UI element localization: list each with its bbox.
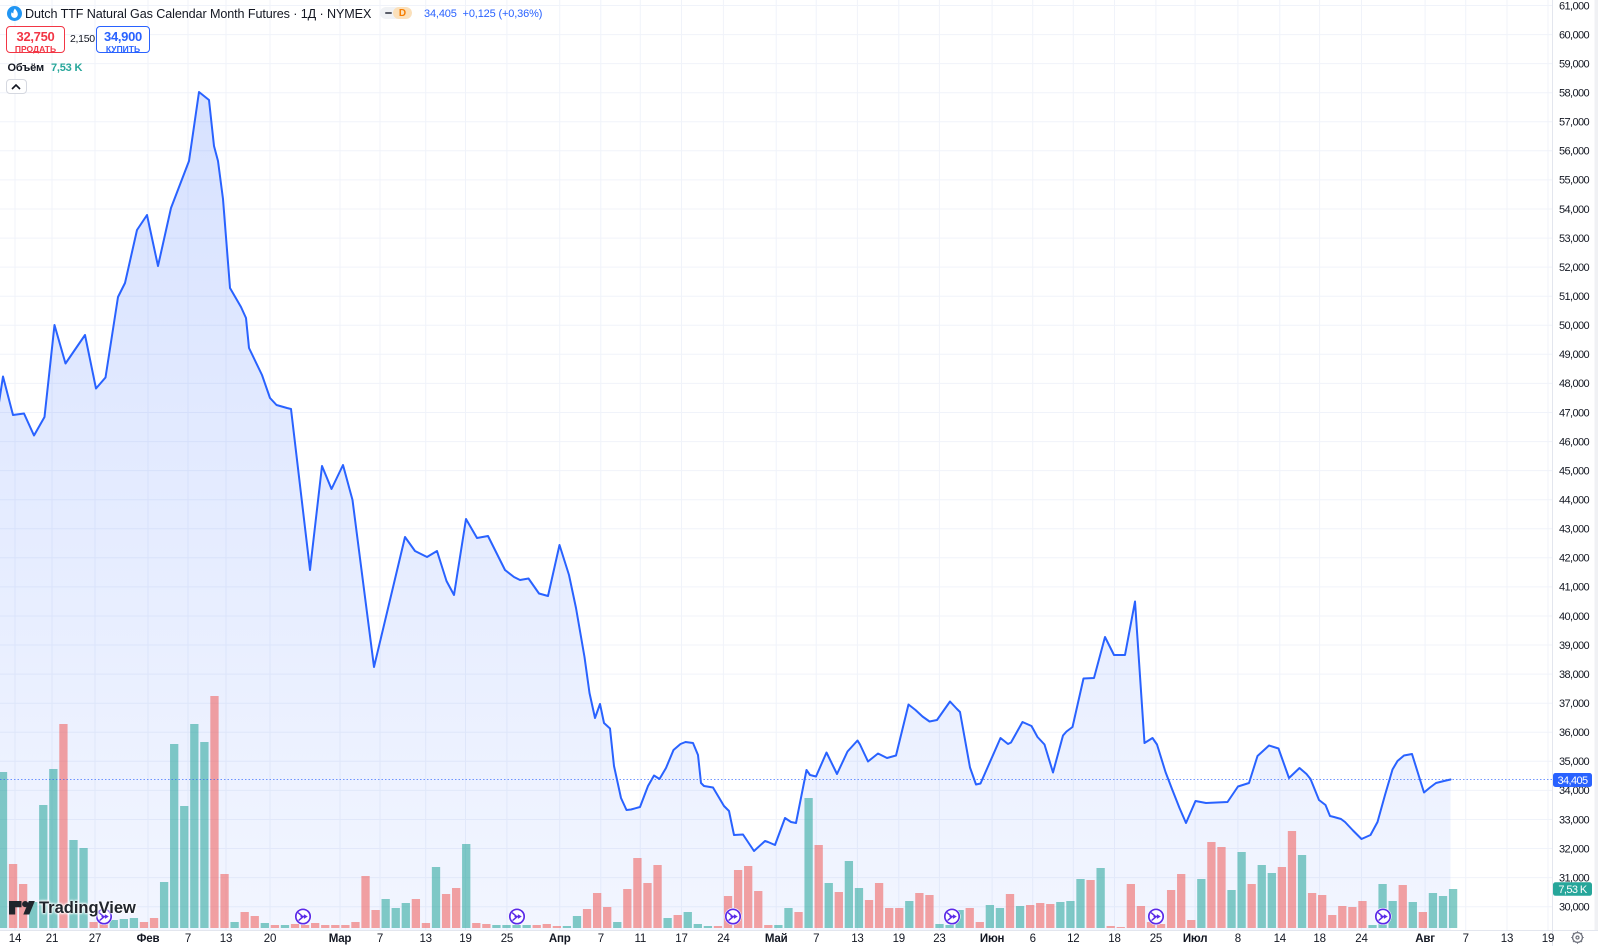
- svg-text:42,000: 42,000: [1559, 553, 1590, 565]
- svg-text:27: 27: [89, 933, 101, 945]
- svg-text:7,53 K: 7,53 K: [1558, 884, 1587, 896]
- svg-text:40,000: 40,000: [1559, 611, 1590, 623]
- svg-text:47,000: 47,000: [1559, 407, 1590, 419]
- svg-text:7: 7: [598, 933, 604, 945]
- svg-text:55,000: 55,000: [1559, 175, 1590, 187]
- svg-text:11: 11: [635, 933, 647, 945]
- svg-text:13: 13: [1501, 933, 1513, 945]
- svg-text:46,000: 46,000: [1559, 436, 1590, 448]
- svg-text:23: 23: [933, 933, 945, 945]
- svg-text:32,000: 32,000: [1559, 843, 1590, 855]
- svg-text:57,000: 57,000: [1559, 117, 1590, 129]
- svg-text:Мар: Мар: [329, 933, 352, 945]
- svg-text:21: 21: [46, 933, 58, 945]
- svg-text:35,000: 35,000: [1559, 756, 1590, 768]
- svg-text:14: 14: [1274, 933, 1287, 945]
- svg-text:Июн: Июн: [980, 933, 1005, 945]
- svg-text:56,000: 56,000: [1559, 146, 1590, 158]
- svg-text:36,000: 36,000: [1559, 727, 1590, 739]
- svg-text:18: 18: [1313, 933, 1325, 945]
- svg-text:51,000: 51,000: [1559, 291, 1590, 303]
- svg-text:Авг: Авг: [1415, 933, 1435, 945]
- svg-text:19: 19: [1542, 933, 1554, 945]
- svg-text:Фев: Фев: [137, 933, 160, 945]
- svg-text:18: 18: [1108, 933, 1120, 945]
- svg-text:49,000: 49,000: [1559, 349, 1590, 361]
- svg-text:58,000: 58,000: [1559, 88, 1590, 100]
- svg-text:13: 13: [419, 933, 431, 945]
- svg-text:33,000: 33,000: [1559, 814, 1590, 826]
- svg-text:13: 13: [851, 933, 863, 945]
- svg-text:20: 20: [264, 933, 276, 945]
- svg-text:25: 25: [501, 933, 513, 945]
- svg-text:7: 7: [813, 933, 819, 945]
- svg-text:12: 12: [1067, 933, 1079, 945]
- svg-text:13: 13: [220, 933, 232, 945]
- svg-text:30,000: 30,000: [1559, 902, 1590, 914]
- svg-text:44,000: 44,000: [1559, 495, 1590, 507]
- svg-text:45,000: 45,000: [1559, 465, 1590, 477]
- svg-text:48,000: 48,000: [1559, 378, 1590, 390]
- svg-text:8: 8: [1235, 933, 1241, 945]
- svg-text:54,000: 54,000: [1559, 204, 1590, 216]
- svg-text:Апр: Апр: [549, 933, 571, 945]
- svg-text:19: 19: [893, 933, 905, 945]
- svg-text:59,000: 59,000: [1559, 58, 1590, 70]
- svg-text:41,000: 41,000: [1559, 582, 1590, 594]
- svg-text:37,000: 37,000: [1559, 698, 1590, 710]
- svg-text:Июл: Июл: [1183, 933, 1208, 945]
- svg-text:61,000: 61,000: [1559, 0, 1590, 12]
- svg-text:38,000: 38,000: [1559, 669, 1590, 681]
- svg-text:50,000: 50,000: [1559, 320, 1590, 332]
- svg-text:7: 7: [185, 933, 191, 945]
- svg-text:24: 24: [717, 933, 730, 945]
- svg-text:19: 19: [459, 933, 471, 945]
- svg-text:Май: Май: [765, 933, 788, 945]
- svg-text:39,000: 39,000: [1559, 640, 1590, 652]
- svg-text:14: 14: [9, 933, 22, 945]
- svg-text:7: 7: [377, 933, 383, 945]
- svg-text:7: 7: [1463, 933, 1469, 945]
- svg-text:60,000: 60,000: [1559, 29, 1590, 41]
- svg-text:6: 6: [1030, 933, 1036, 945]
- svg-text:17: 17: [675, 933, 687, 945]
- svg-text:34,000: 34,000: [1559, 785, 1590, 797]
- svg-text:24: 24: [1355, 933, 1368, 945]
- svg-text:34,405: 34,405: [1557, 775, 1588, 787]
- svg-text:43,000: 43,000: [1559, 524, 1590, 536]
- svg-text:31,000: 31,000: [1559, 872, 1590, 884]
- svg-text:53,000: 53,000: [1559, 233, 1590, 245]
- svg-text:52,000: 52,000: [1559, 262, 1590, 274]
- svg-text:25: 25: [1150, 933, 1162, 945]
